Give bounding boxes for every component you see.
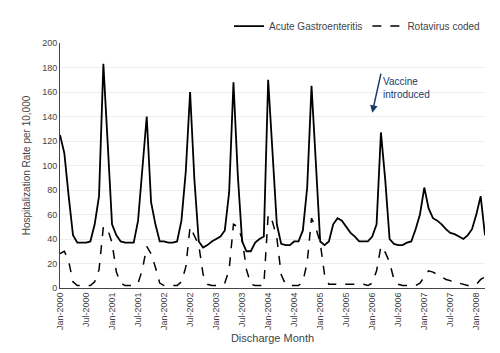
svg-text:160: 160: [42, 87, 57, 97]
svg-text:Acute Gastroenteritis: Acute Gastroenteritis: [269, 21, 362, 32]
svg-text:Vaccineintroduced: Vaccineintroduced: [383, 76, 430, 100]
svg-text:200: 200: [42, 38, 57, 48]
svg-text:Jan-2005: Jan-2005: [315, 293, 325, 331]
svg-text:Rotavirus coded: Rotavirus coded: [407, 21, 479, 32]
svg-text:20: 20: [47, 259, 57, 269]
svg-text:Jul-2001: Jul-2001: [133, 293, 143, 328]
svg-text:0: 0: [52, 283, 57, 293]
svg-text:Jul-2002: Jul-2002: [185, 293, 195, 328]
svg-text:Jan-2008: Jan-2008: [471, 293, 481, 331]
svg-text:100: 100: [42, 161, 57, 171]
svg-text:Jul-2005: Jul-2005: [341, 293, 351, 328]
svg-text:Jan-2003: Jan-2003: [211, 293, 221, 331]
svg-text:180: 180: [42, 63, 57, 73]
svg-text:Jan-2002: Jan-2002: [159, 293, 169, 331]
svg-text:Jan-2007: Jan-2007: [419, 293, 429, 331]
svg-text:120: 120: [42, 136, 57, 146]
svg-text:Jan-2004: Jan-2004: [263, 293, 273, 331]
svg-text:140: 140: [42, 112, 57, 122]
svg-text:Jul-2003: Jul-2003: [237, 293, 247, 328]
svg-text:Discharge Month: Discharge Month: [231, 332, 314, 344]
svg-text:80: 80: [47, 185, 57, 195]
svg-text:Jul-2004: Jul-2004: [289, 293, 299, 328]
svg-text:Jul-2000: Jul-2000: [81, 293, 91, 328]
svg-text:Jul-2007: Jul-2007: [445, 293, 455, 328]
svg-text:Jan-2000: Jan-2000: [55, 293, 65, 331]
svg-text:Jan-2001: Jan-2001: [107, 293, 117, 331]
svg-text:Jan-2006: Jan-2006: [367, 293, 377, 331]
svg-text:Hospitalization Rate per 10,00: Hospitalization Rate per 10,000: [21, 95, 32, 235]
svg-text:60: 60: [47, 210, 57, 220]
svg-text:40: 40: [47, 234, 57, 244]
svg-text:Jul-2006: Jul-2006: [393, 293, 403, 328]
